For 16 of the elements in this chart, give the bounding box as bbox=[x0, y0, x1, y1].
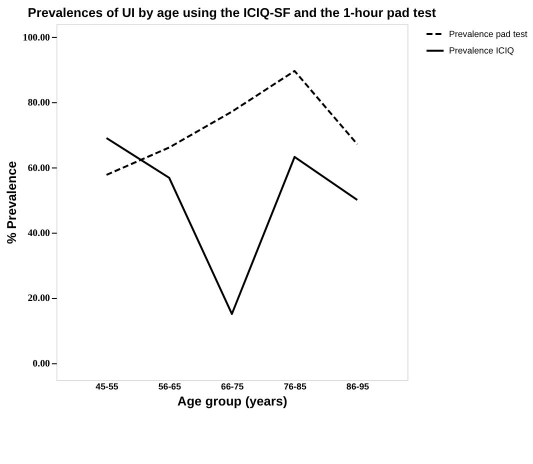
y-tick-label: 40.00 bbox=[28, 228, 50, 239]
y-axis-title: % Prevalence bbox=[4, 161, 19, 244]
x-tick-label: 56-65 bbox=[158, 381, 182, 392]
legend-label: Prevalence pad test bbox=[448, 28, 528, 39]
y-tick-label: 60.00 bbox=[28, 162, 50, 174]
y-tick-label: 80.00 bbox=[28, 98, 50, 109]
y-tick-label: 0.00 bbox=[32, 358, 50, 370]
x-tick-label: 66-75 bbox=[221, 381, 244, 392]
y-tick-label: 20.00 bbox=[28, 293, 50, 304]
legend-label: Prevalence ICIQ bbox=[448, 46, 514, 56]
x-tick-label: 76-85 bbox=[284, 381, 306, 392]
x-axis-title: Age group (years) bbox=[177, 393, 288, 408]
x-tick-label: 45-55 bbox=[96, 381, 118, 392]
y-tick-label: 100.00 bbox=[22, 32, 50, 44]
x-tick-label: 86-95 bbox=[346, 381, 370, 392]
chart-title: Prevalences of UI by age using the ICIQ-SF and the 1-hour pad test bbox=[28, 5, 437, 20]
